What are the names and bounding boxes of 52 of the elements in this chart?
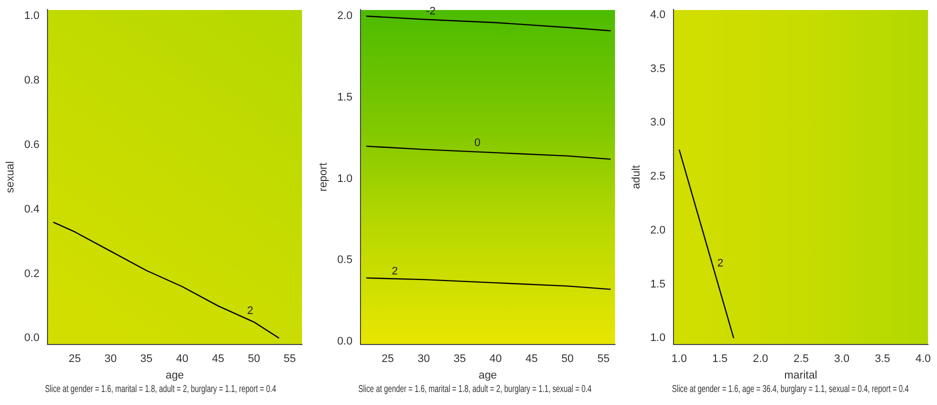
y-tick-label: 3.5 bbox=[650, 62, 666, 75]
y-axis-title: report bbox=[318, 162, 330, 192]
x-tick-label: 3.5 bbox=[874, 353, 890, 366]
x-tick-label: 1.5 bbox=[712, 353, 728, 366]
x-tick-label: 3.0 bbox=[834, 353, 850, 366]
y-tick-label: 1.0 bbox=[337, 172, 352, 185]
annotation: 0 bbox=[474, 137, 481, 150]
y-tick-label: 0.0 bbox=[337, 335, 352, 348]
y-tick-label: 2.0 bbox=[337, 10, 352, 22]
x-tick-label: 1.0 bbox=[672, 353, 687, 366]
y-axis-title: sexual bbox=[4, 161, 17, 193]
x-tick-label: 2.5 bbox=[794, 353, 809, 366]
x-tick-label: 40 bbox=[176, 353, 188, 366]
x-tick-label: 55 bbox=[284, 353, 296, 366]
y-tick-label: 0.5 bbox=[337, 254, 352, 266]
x-tick-label: 50 bbox=[561, 353, 574, 366]
y-tick-label: 1.0 bbox=[24, 10, 40, 22]
annotation: 2 bbox=[717, 257, 724, 270]
y-tick-label: 1.5 bbox=[650, 278, 666, 290]
x-axis-title: marital bbox=[784, 369, 818, 382]
y-tick-label: 4.0 bbox=[650, 9, 666, 22]
y-axis-title: adult bbox=[630, 165, 643, 190]
y-tick-label: 0.4 bbox=[24, 203, 40, 216]
x-tick-label: 45 bbox=[525, 353, 538, 366]
x-tick-label: 4.0 bbox=[915, 353, 931, 366]
y-tick-label: 0.2 bbox=[24, 268, 40, 280]
x-tick-label: 35 bbox=[140, 353, 153, 366]
y-tick-label: 0.6 bbox=[24, 138, 40, 151]
text: Slice at gender = 1.6, age = 36.4, burglary = 1.1, sexual = 0.4, report = 0.4 bbox=[672, 384, 909, 395]
y-tick-label: 1.5 bbox=[337, 91, 352, 104]
x-tick-label: 2.0 bbox=[752, 353, 768, 366]
x-axis-title: age bbox=[166, 369, 184, 382]
y-tick-label: 0.0 bbox=[24, 332, 40, 344]
x-tick-label: 25 bbox=[68, 353, 81, 366]
x-tick-label: 35 bbox=[454, 353, 466, 366]
x-tick-label: 45 bbox=[212, 353, 224, 366]
y-tick-label: 2.0 bbox=[650, 224, 666, 236]
x-tick-label: 30 bbox=[418, 353, 430, 366]
annotation: 2 bbox=[392, 266, 398, 278]
annotation: 2 bbox=[247, 304, 254, 317]
x-tick-label: 30 bbox=[104, 353, 117, 366]
text: Slice at gender = 1.6, marital = 1.8, adult = 2, burglary = 1.1, sexual = 0.4 bbox=[358, 384, 592, 395]
x-tick-label: 50 bbox=[248, 353, 260, 366]
y-tick-label: 2.5 bbox=[650, 170, 666, 183]
x-tick-label: 55 bbox=[597, 353, 610, 366]
y-tick-label: 0.8 bbox=[24, 74, 40, 86]
x-axis-title: age bbox=[478, 369, 497, 382]
x-tick-label: 25 bbox=[382, 353, 394, 366]
y-tick-label: 1.0 bbox=[650, 332, 666, 344]
text: Slice at gender = 1.6, marital = 1.8, adult = 2, burglary = 1.1, report = 0.4 bbox=[44, 384, 276, 395]
x-tick-label: 40 bbox=[490, 353, 502, 366]
y-tick-label: 3.0 bbox=[650, 116, 666, 129]
